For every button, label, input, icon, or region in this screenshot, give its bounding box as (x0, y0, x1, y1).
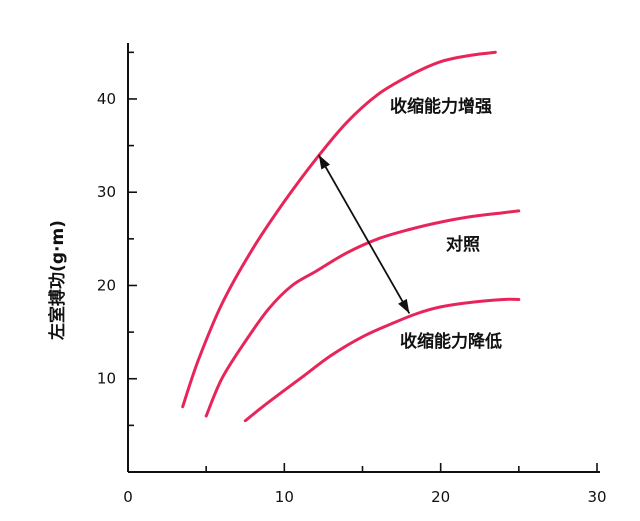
y-tick-label: 10 (97, 370, 116, 388)
curve-control (204, 209, 521, 418)
arrowhead-down (398, 298, 410, 314)
y-axis-title: 左室搏功(g·m) (47, 220, 68, 340)
arrow-shaft (317, 154, 411, 314)
series-group (181, 50, 521, 423)
y-tick-label: 20 (97, 276, 116, 294)
arrowhead-up (318, 154, 331, 170)
axes: 0 10 20 30 10 20 30 40 (97, 43, 607, 506)
y-tick-label: 30 (97, 183, 116, 201)
curve-labels: 收缩能力增强 对照 收缩能力降低 (390, 96, 502, 352)
label-control: 对照 (446, 234, 480, 255)
x-tick-label: 30 (587, 488, 606, 506)
x-tick-label: 20 (431, 488, 450, 506)
curve-reduced (243, 297, 521, 423)
annotation (317, 154, 411, 314)
y-tick-label: 40 (97, 90, 116, 108)
label-reduced: 收缩能力降低 (400, 331, 502, 352)
x-tick-label: 10 (275, 488, 294, 506)
label-enhanced: 收缩能力增强 (390, 96, 492, 117)
curve-enhanced (181, 50, 497, 409)
x-tick-label: 0 (123, 488, 133, 506)
